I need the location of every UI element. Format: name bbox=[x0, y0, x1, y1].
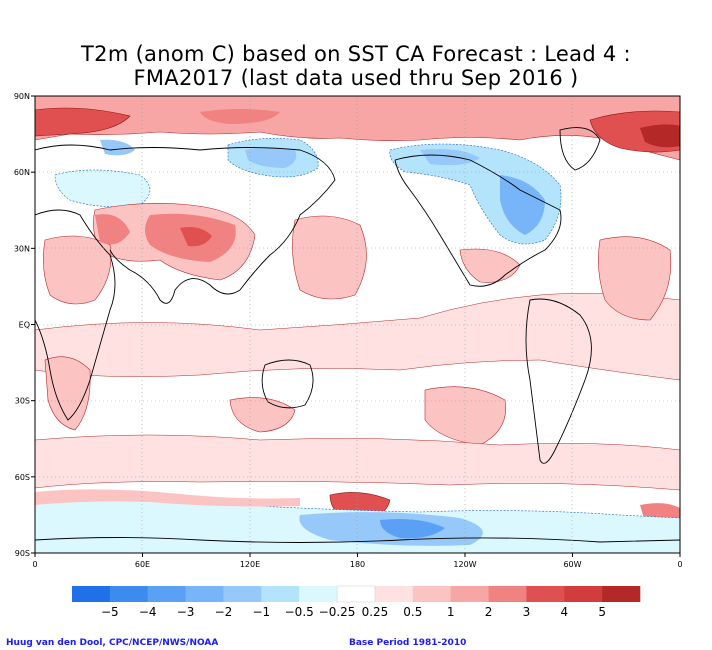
credit-author: Huug van den Dool, CPC/NCEP/NWS/NOAA bbox=[6, 638, 219, 648]
africa-warm bbox=[44, 356, 91, 431]
colorbar-swatch bbox=[412, 586, 451, 602]
lat-label: 60N bbox=[14, 168, 30, 177]
europe-cold-core bbox=[100, 139, 135, 156]
lon-label: 0 bbox=[677, 560, 682, 569]
colorbar-label: −3 bbox=[177, 605, 195, 619]
caspian-warm-core bbox=[95, 214, 130, 245]
coastline-australia bbox=[261, 359, 314, 409]
atlantic-warm bbox=[598, 236, 672, 321]
tibet-hot-core bbox=[180, 227, 212, 247]
lon-label: 120W bbox=[453, 560, 476, 569]
colorbar-swatch bbox=[261, 586, 300, 602]
lon-label: 60W bbox=[563, 560, 581, 569]
colorbar-swatch bbox=[450, 586, 489, 602]
arctic-warm-core bbox=[640, 124, 680, 148]
colorbar-swatch bbox=[185, 586, 224, 602]
colorbar-label: −0.25 bbox=[319, 605, 356, 619]
south-pacific-warm bbox=[424, 386, 507, 446]
coastline-eurasia bbox=[35, 144, 336, 304]
colorbar-swatch bbox=[337, 586, 376, 602]
antarctic-warm-strip bbox=[35, 489, 300, 507]
east-pacific-warm bbox=[459, 248, 521, 283]
credit-base-period: Base Period 1981-2010 bbox=[349, 638, 467, 648]
lat-label: 90S bbox=[15, 549, 30, 558]
lat-label: 30S bbox=[15, 397, 30, 406]
colorbar-swatch bbox=[564, 586, 603, 602]
lon-label: 120E bbox=[240, 560, 260, 569]
colorbar-neutral-outline bbox=[336, 585, 376, 603]
colorbar-swatch bbox=[374, 586, 414, 602]
canada-cold-core-2 bbox=[420, 149, 480, 166]
lon-label: 0 bbox=[32, 560, 37, 569]
coastline-north-america bbox=[394, 154, 562, 287]
colorbar-label: 2 bbox=[485, 605, 493, 619]
colorbar-swatch bbox=[109, 586, 149, 602]
colorbar-label: 5 bbox=[598, 605, 606, 619]
middle-east-warm bbox=[43, 235, 112, 305]
arctic-warm-patch-3 bbox=[200, 109, 280, 124]
lat-label: EQ bbox=[19, 321, 30, 330]
siberia-cold-core bbox=[245, 147, 297, 168]
coastline-antarctica bbox=[35, 537, 680, 543]
arctic-warm-band bbox=[35, 96, 680, 161]
colorbar-swatch bbox=[72, 586, 111, 602]
chart-title-line1: T2m (anom C) based on SST CA Forecast : … bbox=[81, 42, 631, 66]
colorbar-label: −0.5 bbox=[285, 605, 314, 619]
colorbar-label: −5 bbox=[101, 605, 119, 619]
latitude-axis: 90N 60N 30N EQ 30S 60S 90S bbox=[14, 92, 35, 558]
lat-label: 90N bbox=[14, 92, 30, 101]
colorbar-label: −4 bbox=[139, 605, 157, 619]
colorbar-swatch bbox=[488, 586, 527, 602]
colorbar-swatch bbox=[147, 586, 186, 602]
colorbar: −5 −4 −3 −2 −1 −0.5 −0.25 0.25 0.5 1 2 3 4 5 bbox=[72, 585, 641, 619]
colorbar-label: 4 bbox=[560, 605, 568, 619]
longitude-axis: 0 60E 120E 180 120W 60W 0 bbox=[32, 553, 683, 569]
canada-cold-core bbox=[500, 175, 545, 235]
colorbar-label: −2 bbox=[215, 605, 233, 619]
coastline-africa bbox=[35, 209, 116, 421]
gridlines bbox=[35, 96, 680, 553]
colorbar-label: 3 bbox=[523, 605, 531, 619]
coastline-south-america bbox=[525, 298, 592, 464]
coastlines bbox=[35, 127, 680, 543]
colorbar-label: 0.25 bbox=[362, 605, 389, 619]
pacific-warm-n bbox=[292, 215, 367, 300]
tropical-warm-band bbox=[35, 293, 680, 381]
colorbar-swatch bbox=[223, 586, 262, 602]
colorbar-swatch bbox=[299, 586, 338, 602]
antarctic-cold-core bbox=[380, 519, 445, 539]
lon-label: 180 bbox=[350, 560, 365, 569]
lon-label: 60E bbox=[135, 560, 150, 569]
arctic-strong-warm bbox=[35, 107, 131, 137]
colorbar-label: 1 bbox=[447, 605, 455, 619]
colorbar-label: −1 bbox=[252, 605, 270, 619]
colorbar-swatch bbox=[602, 586, 641, 602]
lat-label: 60S bbox=[15, 473, 30, 482]
lat-label: 30N bbox=[14, 244, 30, 253]
colorbar-swatch bbox=[526, 586, 565, 602]
colorbar-label: 0.5 bbox=[403, 605, 422, 619]
southern-ocean-warm bbox=[35, 434, 680, 491]
coastline-greenland bbox=[559, 127, 601, 171]
anomaly-field bbox=[35, 96, 680, 553]
chart-title-line2: FMA2017 (last data used thru Sep 2016 ) bbox=[133, 66, 579, 90]
